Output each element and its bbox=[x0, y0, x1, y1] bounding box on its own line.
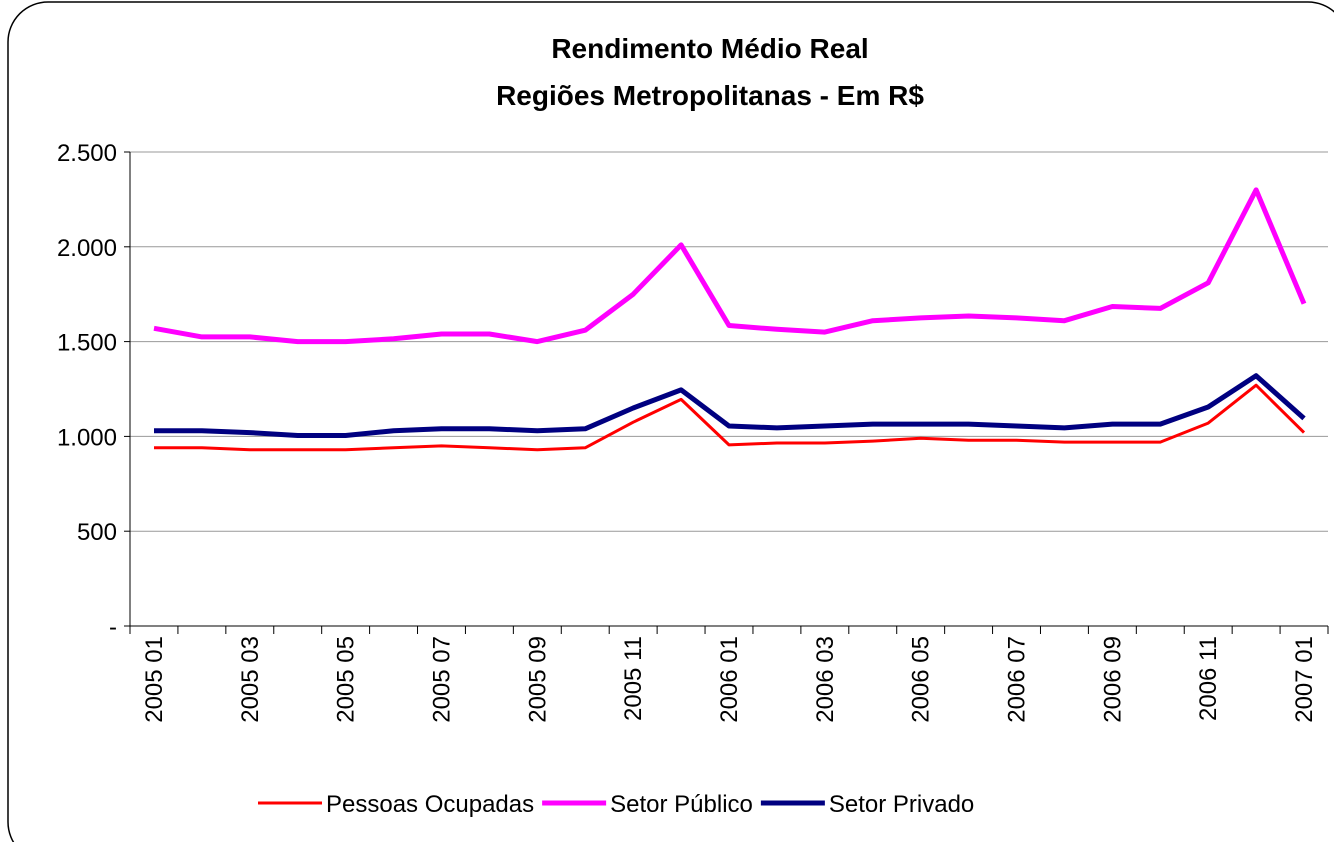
chart-border bbox=[7, 1, 1334, 842]
x-tick-label: 2005 07 bbox=[428, 636, 455, 723]
chart-subtitle: Regiões Metropolitanas - Em R$ bbox=[496, 80, 924, 111]
x-tick-label: 2006 05 bbox=[908, 636, 935, 723]
y-tick-label: 1.500 bbox=[57, 330, 117, 357]
x-tick-label: 2005 05 bbox=[333, 636, 360, 723]
x-tick-label: 2006 09 bbox=[1099, 636, 1126, 723]
y-tick-label: - bbox=[109, 614, 117, 641]
series-line bbox=[153, 187, 1307, 345]
x-tick-label: 2006 03 bbox=[812, 636, 839, 723]
x-tick-label: 2005 11 bbox=[620, 636, 647, 721]
series-line bbox=[154, 373, 1306, 438]
x-tick-label: 2005 09 bbox=[524, 636, 551, 723]
y-tick-label: 2.500 bbox=[57, 140, 117, 167]
x-tick-label: 2006 01 bbox=[716, 636, 743, 723]
y-tick-label: 1.000 bbox=[57, 424, 117, 451]
legend-label: Setor Privado bbox=[829, 791, 974, 818]
series-line bbox=[154, 383, 1306, 452]
y-tick-label: 500 bbox=[77, 519, 117, 546]
legend-label: Pessoas Ocupadas bbox=[326, 791, 534, 818]
x-tick-label: 2007 01 bbox=[1291, 636, 1318, 723]
x-tick-label: 2005 01 bbox=[141, 636, 168, 723]
x-tick-label: 2006 07 bbox=[1004, 636, 1031, 723]
legend-label: Setor Público bbox=[610, 791, 753, 818]
x-tick-label: 2005 03 bbox=[237, 636, 264, 723]
x-tick-label: 2006 11 bbox=[1195, 636, 1222, 721]
y-tick-label: 2.000 bbox=[57, 235, 117, 262]
chart-title: Rendimento Médio Real bbox=[551, 33, 868, 64]
